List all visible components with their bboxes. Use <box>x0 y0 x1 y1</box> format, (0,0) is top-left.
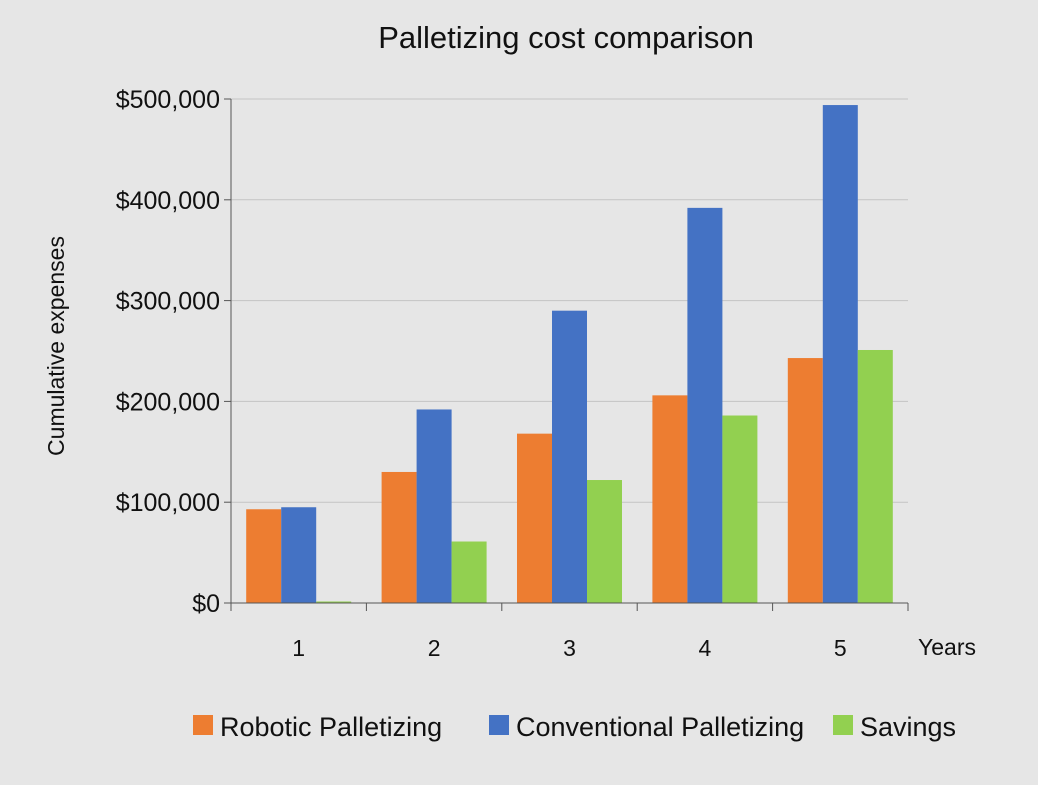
x-tick-label: 4 <box>699 635 712 661</box>
y-tick-label: $400,000 <box>116 187 220 215</box>
x-tick-label: 1 <box>292 635 305 661</box>
x-tick-label: 5 <box>834 635 847 661</box>
bar-conventional-palletizing <box>822 105 858 603</box>
bar-conventional-palletizing <box>687 207 723 603</box>
bar-savings <box>451 541 487 603</box>
bar-robotic-palletizing <box>381 471 417 603</box>
bar-robotic-palletizing <box>246 509 282 603</box>
y-tick-label: $0 <box>192 590 220 618</box>
x-axis-label: Years <box>918 634 976 660</box>
legend-swatch <box>489 715 509 735</box>
x-tick-label: 3 <box>563 635 576 661</box>
bars <box>246 105 893 603</box>
legend-swatch <box>193 715 213 735</box>
y-tick-label: $300,000 <box>116 288 220 316</box>
bar-conventional-palletizing <box>552 310 587 603</box>
legend-label: Robotic Palletizing <box>220 712 442 742</box>
y-tick-label: $500,000 <box>116 86 220 114</box>
bar-savings <box>722 415 758 603</box>
bar-robotic-palletizing <box>517 433 552 603</box>
axes: $0 $100,000 $200,000 $300,000 $400,000 $500,0… <box>116 86 909 661</box>
bar-conventional-palletizing <box>416 409 452 603</box>
chart-title: Palletizing cost comparison <box>378 20 754 55</box>
y-tick-label: $200,000 <box>116 388 220 416</box>
legend-label: Savings <box>860 712 956 742</box>
x-tick-label: 2 <box>428 635 441 661</box>
bar-savings <box>587 480 622 603</box>
legend: Robotic Palletizing Conventional Palletiz… <box>193 712 956 742</box>
bar-savings <box>316 601 352 603</box>
bar-robotic-palletizing <box>652 395 688 603</box>
y-axis-label: Cumulative expenses <box>43 236 69 456</box>
bar-robotic-palletizing <box>787 358 823 603</box>
legend-label: Conventional Palletizing <box>516 712 804 742</box>
y-tick-label: $100,000 <box>116 489 220 517</box>
legend-swatch <box>833 715 853 735</box>
bar-conventional-palletizing <box>281 507 317 603</box>
bar-savings <box>857 349 893 603</box>
